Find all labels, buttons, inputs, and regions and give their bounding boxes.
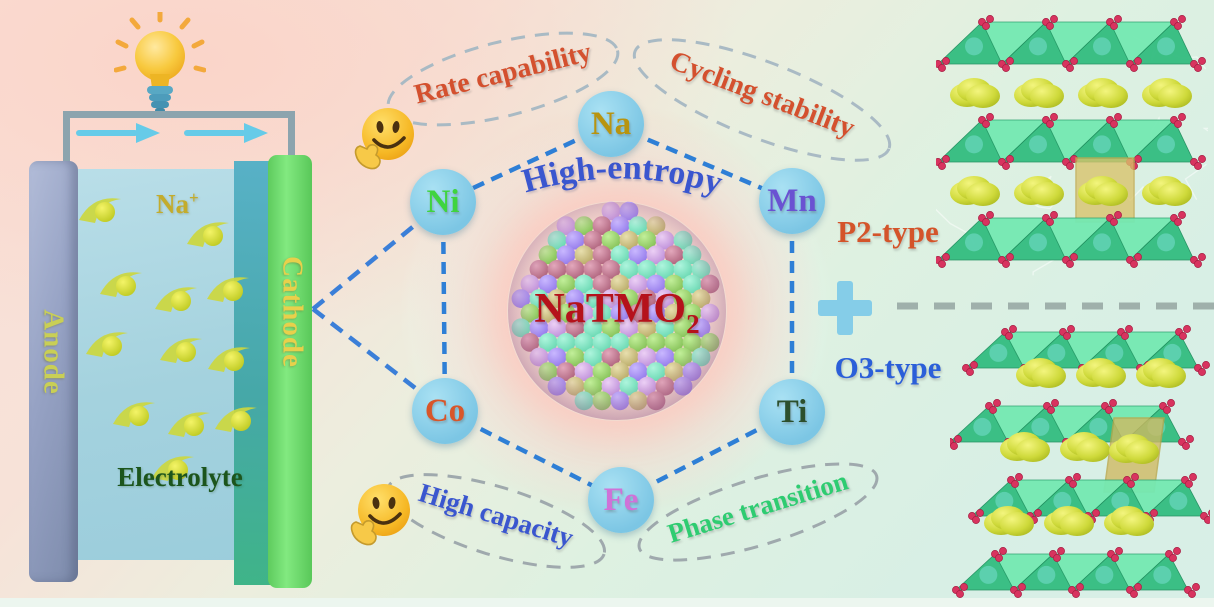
o3-type-label: O3-type: [834, 350, 942, 385]
p2-structure-figure: [936, 15, 1208, 276]
element-node-ti: Ti: [759, 379, 825, 445]
element-node-ni: Ni: [410, 169, 476, 235]
element-node-mn: Mn: [759, 168, 825, 234]
cathode-label: Cathode: [276, 256, 309, 368]
element-node-na: Na: [578, 91, 644, 157]
ion-label: Na+: [156, 188, 199, 219]
lightbulb-icon: [114, 12, 206, 113]
element-node-co: Co: [412, 378, 478, 444]
current-arrows-icon: [76, 123, 268, 143]
nanoparticle-sphere: [507, 201, 727, 421]
plus-icon: [818, 281, 872, 335]
o3-structure-figure: [950, 325, 1210, 598]
formula-subscript: 2: [686, 309, 700, 339]
anode-label: Anode: [37, 309, 70, 395]
cathode-side-face: [234, 161, 272, 585]
formula-base: NaTMO: [534, 286, 687, 332]
element-node-fe: Fe: [588, 467, 654, 533]
cathode-electrode: [268, 155, 312, 588]
formula-label: NaTMO2: [507, 285, 727, 340]
smiley-thumbs-up-icon: [350, 484, 410, 546]
bottom-strip: [0, 598, 1214, 607]
electrolyte-label: Electrolyte: [117, 462, 243, 492]
anode-electrode: [29, 161, 78, 582]
p2-type-label: P2-type: [837, 214, 939, 249]
smiley-thumbs-up-icon: [354, 108, 414, 170]
